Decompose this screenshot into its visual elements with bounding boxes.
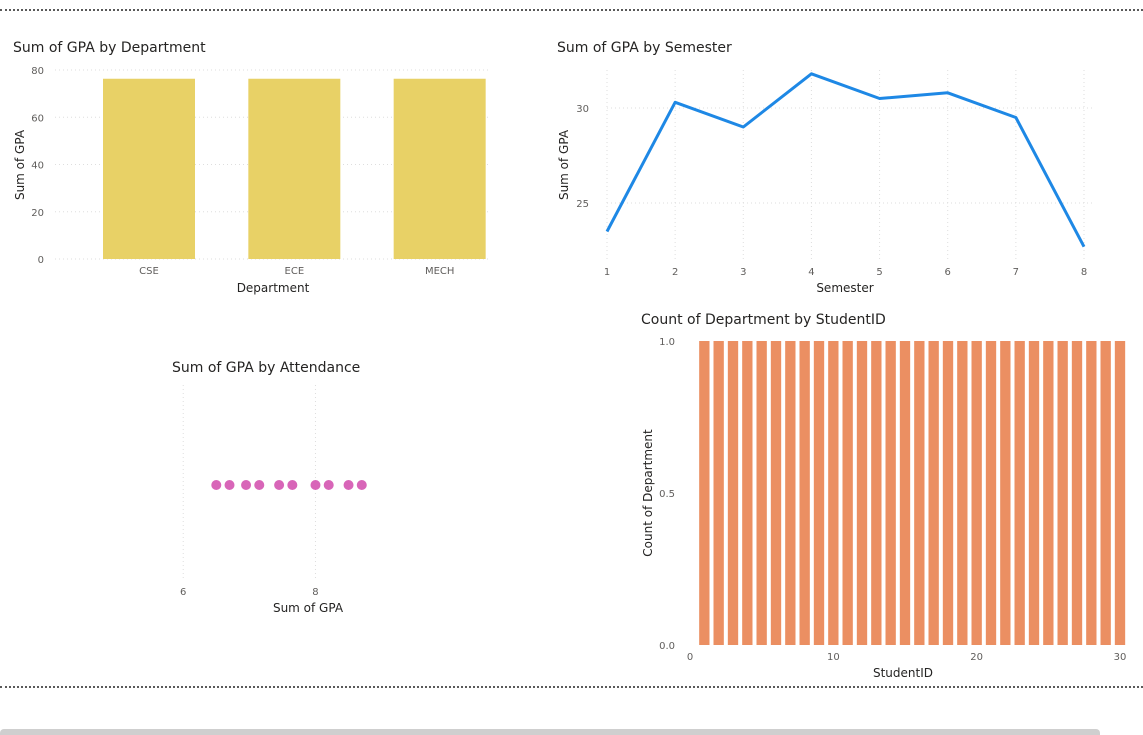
scatter-point-1: [211, 480, 221, 490]
bottom-separator: [0, 686, 1143, 688]
scatter-point-7: [310, 480, 320, 490]
bar-studentid-10: [828, 341, 838, 645]
bar-studentid-14: [886, 341, 896, 645]
y-tick-label: 80: [31, 66, 44, 77]
x-axis-title: StudentID: [873, 666, 933, 680]
y-tick-label: 30: [576, 104, 589, 115]
bar-studentid-20: [972, 341, 982, 645]
x-tick-label: 2: [672, 267, 678, 278]
bar-studentid-27: [1072, 341, 1082, 645]
scatter-point-2: [225, 480, 235, 490]
bar-studentid-11: [843, 341, 853, 645]
bar-studentid-7: [785, 341, 795, 645]
x-tick-label: MECH: [425, 266, 454, 277]
x-tick-label: 0: [687, 652, 693, 663]
scatter-point-4: [254, 480, 264, 490]
x-tick-label: 8: [1081, 267, 1087, 278]
scatter-point-8: [324, 480, 334, 490]
bar-ece: [248, 79, 340, 259]
bar-studentid-8: [800, 341, 810, 645]
x-axis-title: Semester: [816, 281, 873, 295]
y-tick-label: 40: [31, 161, 44, 172]
y-tick-label: 60: [31, 113, 44, 124]
x-tick-label: 6: [180, 587, 186, 598]
scatter-point-5: [274, 480, 284, 490]
y-tick-label: 0.0: [659, 641, 675, 652]
bar-studentid-30: [1115, 341, 1125, 645]
x-tick-label: 3: [740, 267, 746, 278]
y-axis-title: Count of Department: [641, 429, 655, 557]
x-axis-title: Sum of GPA: [273, 601, 344, 615]
x-tick-label: 1: [604, 267, 610, 278]
bar-studentid-16: [914, 341, 924, 645]
scatter-point-6: [287, 480, 297, 490]
horizontal-scrollbar[interactable]: [0, 729, 1100, 735]
y-axis-title: Sum of GPA: [13, 129, 27, 200]
bar-studentid-26: [1058, 341, 1068, 645]
x-tick-label: CSE: [139, 266, 159, 277]
bar-studentid-2: [714, 341, 724, 645]
bar-studentid-29: [1101, 341, 1111, 645]
scatter-point-10: [357, 480, 367, 490]
x-tick-label: 10: [827, 652, 840, 663]
bar-studentid-15: [900, 341, 910, 645]
bar-studentid-19: [957, 341, 967, 645]
bar-studentid-28: [1086, 341, 1096, 645]
x-tick-label: 8: [312, 587, 318, 598]
y-tick-label: 0.5: [659, 489, 675, 500]
x-tick-label: 4: [808, 267, 814, 278]
chart-gpa-by-department: 0 20 40 60 80 CSE ECE MECH Department Sum of GPA: [0, 30, 520, 305]
y-tick-label: 1.0: [659, 337, 675, 348]
y-tick-label: 25: [576, 199, 589, 210]
bar-studentid-5: [757, 341, 767, 645]
x-tick-label: ECE: [285, 266, 305, 277]
series-line-sum-of-gpa: [607, 74, 1084, 247]
y-tick-label: 20: [31, 208, 44, 219]
x-axis-title: Department: [237, 281, 310, 295]
bar-studentid-13: [871, 341, 881, 645]
bar-studentid-18: [943, 341, 953, 645]
bar-studentid-9: [814, 341, 824, 645]
bar-studentid-12: [857, 341, 867, 645]
scatter-point-9: [344, 480, 354, 490]
bar-studentid-17: [929, 341, 939, 645]
bar-studentid-21: [986, 341, 996, 645]
bar-studentid-1: [699, 341, 709, 645]
scatter-point-3: [241, 480, 251, 490]
bar-studentid-24: [1029, 341, 1039, 645]
x-tick-label: 6: [945, 267, 951, 278]
x-tick-label: 5: [876, 267, 882, 278]
bar-studentid-6: [771, 341, 781, 645]
chart-gpa-by-attendance: 6 8 Sum of GPA: [150, 350, 410, 630]
y-axis-title: Sum of GPA: [557, 129, 571, 200]
bar-studentid-25: [1043, 341, 1053, 645]
bar-studentid-23: [1015, 341, 1025, 645]
x-tick-label: 20: [970, 652, 983, 663]
bar-studentid-3: [728, 341, 738, 645]
top-separator: [0, 9, 1143, 11]
y-tick-label: 0: [38, 255, 44, 266]
x-tick-label: 7: [1013, 267, 1019, 278]
bar-mech: [394, 79, 486, 259]
x-tick-label: 30: [1114, 652, 1127, 663]
bar-studentid-22: [1000, 341, 1010, 645]
bar-studentid-4: [742, 341, 752, 645]
chart-department-count-by-studentid: 0.0 0.5 1.0 0 10 20 30 StudentID Count of Depart…: [630, 305, 1143, 685]
bar-cse: [103, 79, 195, 259]
chart-gpa-by-semester: 1 2 3 4 5 6 7 8 25 30 Semester Sum of GPA: [545, 30, 1143, 305]
